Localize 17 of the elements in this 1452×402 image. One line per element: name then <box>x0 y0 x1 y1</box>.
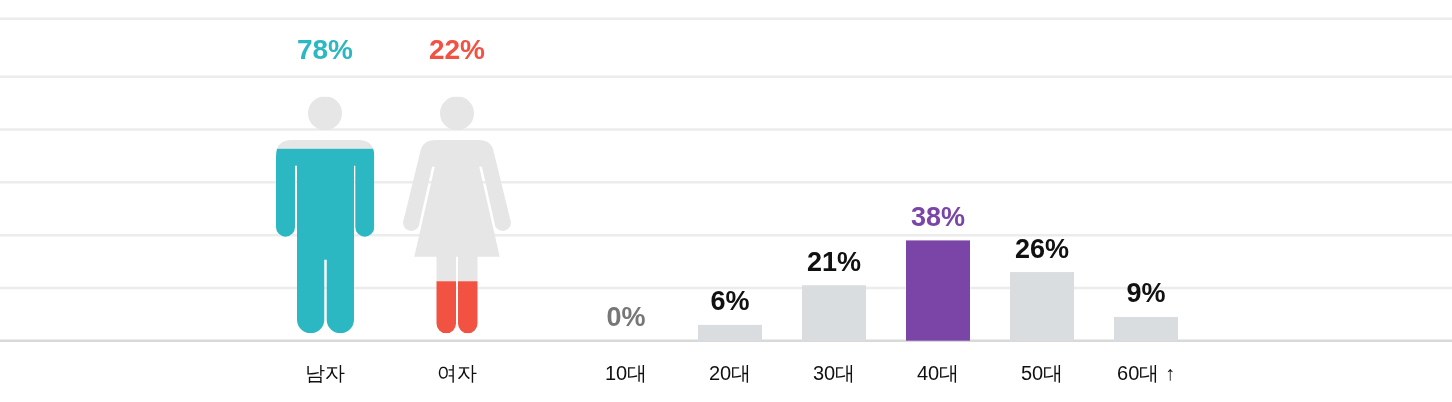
data-label: 9% <box>1126 278 1166 309</box>
x-tick-label: 여자 <box>437 362 477 384</box>
data-label: 0% <box>606 302 646 333</box>
data-label: 6% <box>710 286 750 317</box>
data-label: 38% <box>910 201 966 232</box>
x-tick-label: 40대 <box>916 362 960 384</box>
data-label: 78% <box>296 34 354 65</box>
x-tick-label: 남자 <box>305 362 345 384</box>
x-tick-label: 60대 ↑ <box>1117 362 1175 384</box>
x-tick-label: 50대 <box>1020 362 1064 384</box>
x-tick-label: 20대 <box>708 362 752 384</box>
x-tick-label: 10대 <box>604 362 648 384</box>
data-label: 21% <box>806 246 862 277</box>
data-label: 22% <box>428 34 486 65</box>
x-tick-label: 30대 <box>812 362 856 384</box>
data-label: 26% <box>1014 233 1070 264</box>
bar <box>906 240 970 341</box>
